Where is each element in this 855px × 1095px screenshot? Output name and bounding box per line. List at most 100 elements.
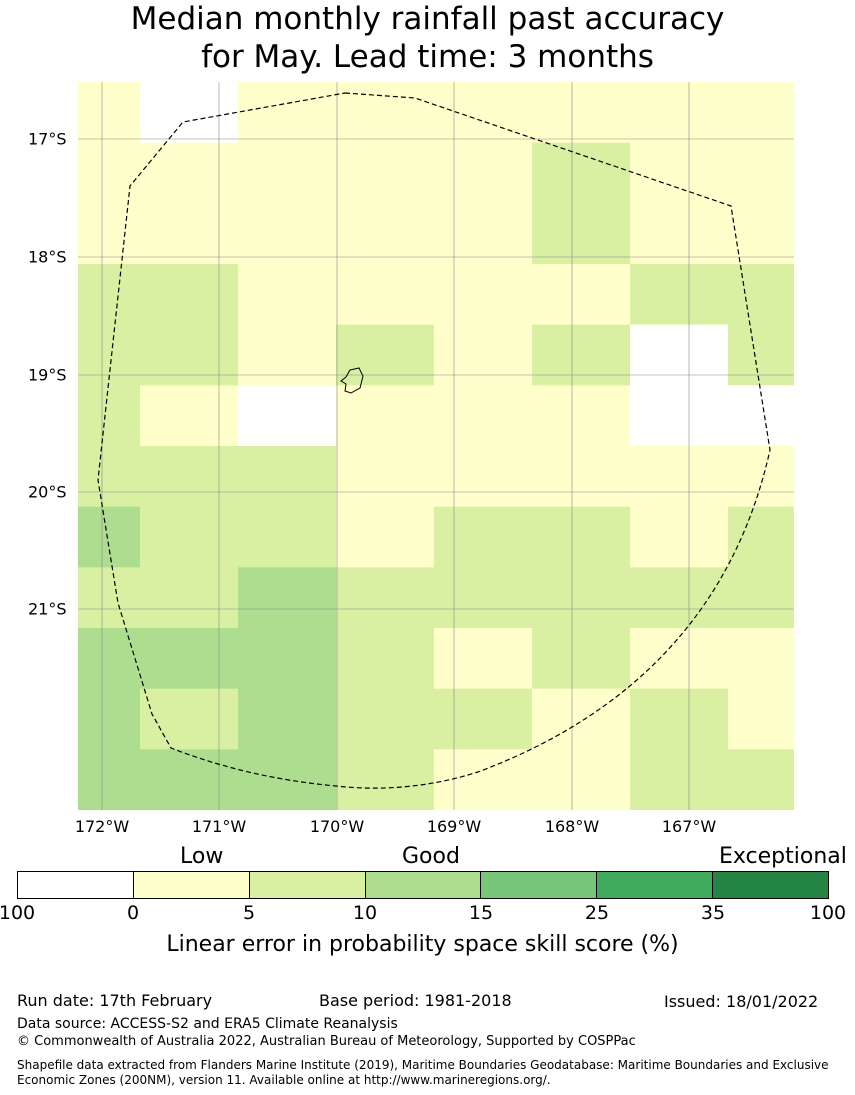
heatmap-cell-r9-c1 <box>140 628 238 690</box>
heatmap-cell-r0-c3 <box>336 82 434 144</box>
heatmap-cell-r4-c1 <box>140 324 238 386</box>
heatmap-cell-r8-c5 <box>532 567 630 629</box>
y-tick-19s: 19°S <box>28 365 67 385</box>
heatmap-cell-r2-c7 <box>728 203 794 265</box>
heatmap-cell-r7-c4 <box>434 506 532 568</box>
heatmap-cell-r9-c5 <box>532 628 630 690</box>
colorbar-category-good: Good <box>402 844 460 869</box>
heatmap-cell-r11-c4 <box>434 749 532 810</box>
heatmap-cell-r3-c5 <box>532 264 630 326</box>
run-date: Run date: 17th February <box>17 991 213 1010</box>
heatmap-cell-r0-c7 <box>728 82 794 144</box>
heatmap-cell-r1-c1 <box>140 142 238 204</box>
island-outline <box>340 367 364 394</box>
heatmap-cell-r3-c2 <box>238 264 336 326</box>
colorbar-swatch-3 <box>365 872 482 898</box>
heatmap-cell-r10-c0 <box>78 688 140 750</box>
heatmap-cell-r0-c4 <box>434 82 532 144</box>
heatmap-cell-r10-c6 <box>630 688 728 750</box>
heatmap-cell-r4-c7 <box>728 324 794 386</box>
heatmap-cell-r8-c4 <box>434 567 532 629</box>
heatmap-cell-r6-c7 <box>728 446 794 508</box>
heatmap-cell-r11-c3 <box>336 749 434 810</box>
colorbar-swatch-0 <box>18 872 134 898</box>
heatmap-cell-r0-c5 <box>532 82 630 144</box>
heatmap-cell-r1-c0 <box>78 142 140 204</box>
heatmap-cell-r2-c0 <box>78 203 140 265</box>
heatmap-cell-r6-c1 <box>140 446 238 508</box>
heatmap-cell-r10-c2 <box>238 688 336 750</box>
data-source: Data source: ACCESS-S2 and ERA5 Climate … <box>17 1016 398 1032</box>
y-tick-18s: 18°S <box>28 247 67 267</box>
colorbar-swatch-1 <box>133 872 250 898</box>
x-tick-167w: 167°W <box>661 817 717 836</box>
x-tick-170w: 170°W <box>309 817 365 836</box>
skill-map <box>78 82 794 810</box>
heatmap-cell-r0-c0 <box>78 82 140 144</box>
heatmap-cell-r9-c4 <box>434 628 532 690</box>
y-tick-20s: 20°S <box>28 482 67 502</box>
heatmap-cell-r5-c6 <box>630 385 728 447</box>
heatmap-cell-r11-c5 <box>532 749 630 810</box>
x-tick-171w: 171°W <box>191 817 247 836</box>
heatmap-cell-r3-c4 <box>434 264 532 326</box>
colorbar-tick-2: 5 <box>242 902 256 924</box>
heatmap-cell-r11-c1 <box>140 749 238 810</box>
colorbar-tick-7: 100 <box>809 902 847 924</box>
x-tick-172w: 172°W <box>74 817 130 836</box>
colorbar-tick-5: 25 <box>584 902 610 924</box>
colorbar-tick-6: 35 <box>700 902 726 924</box>
heatmap-cell-r6-c0 <box>78 446 140 508</box>
x-tick-168w: 168°W <box>544 817 600 836</box>
heatmap-cell-r11-c6 <box>630 749 728 810</box>
heatmap-cell-r6-c6 <box>630 446 728 508</box>
title-line-2: for May. Lead time: 3 months <box>201 39 654 75</box>
heatmap-cell-r0-c2 <box>238 82 336 144</box>
colorbar-tick-4: 15 <box>468 902 494 924</box>
heatmap-cell-r7-c2 <box>238 506 336 568</box>
colorbar-swatch-4 <box>481 872 598 898</box>
colorbar-category-low: Low <box>180 844 224 869</box>
heatmap-cell-r9-c6 <box>630 628 728 690</box>
heatmap-cell-r5-c1 <box>140 385 238 447</box>
heatmap-cell-r5-c5 <box>532 385 630 447</box>
heatmap-cell-r8-c6 <box>630 567 728 629</box>
heatmap-cell-r9-c7 <box>728 628 794 690</box>
heatmap-cell-r7-c1 <box>140 506 238 568</box>
heatmap-cell-r0-c1 <box>140 82 238 144</box>
heatmap-cell-r8-c1 <box>140 567 238 629</box>
colorbar <box>17 871 829 899</box>
colorbar-swatch-5 <box>597 872 714 898</box>
x-tick-169w: 169°W <box>426 817 482 836</box>
heatmap-cell-r7-c7 <box>728 506 794 568</box>
heatmap-cell-r5-c0 <box>78 385 140 447</box>
heatmap-cell-r10-c4 <box>434 688 532 750</box>
heatmap-cell-r7-c3 <box>336 506 434 568</box>
heatmap-cell-r2-c1 <box>140 203 238 265</box>
heatmap-cell-r3-c3 <box>336 264 434 326</box>
heatmap-cell-r7-c6 <box>630 506 728 568</box>
heatmap-cell-r6-c3 <box>336 446 434 508</box>
heatmap-cell-r10-c3 <box>336 688 434 750</box>
issued-date: Issued: 18/01/2022 <box>664 992 819 1011</box>
chart-title: Median monthly rainfall past accuracy fo… <box>0 0 855 76</box>
colorbar-tick-0: 100 <box>0 902 36 924</box>
heatmap-cell-r10-c1 <box>140 688 238 750</box>
heatmap-cell-r6-c2 <box>238 446 336 508</box>
heatmap-cell-r5-c3 <box>336 385 434 447</box>
heatmap-cell-r6-c4 <box>434 446 532 508</box>
colorbar-label: Linear error in probability space skill … <box>166 932 679 957</box>
colorbar-tick-1: 0 <box>126 902 140 924</box>
heatmap-cell-r10-c5 <box>532 688 630 750</box>
heatmap-cell-r8-c0 <box>78 567 140 629</box>
colorbar-swatch-2 <box>249 872 366 898</box>
heatmap-cell-r9-c0 <box>78 628 140 690</box>
heatmap-cell-r4-c4 <box>434 324 532 386</box>
base-period: Base period: 1981-2018 <box>319 991 512 1010</box>
heatmap-cell-r5-c4 <box>434 385 532 447</box>
shapefile-credit: Shapefile data extracted from Flanders M… <box>17 1058 829 1087</box>
heatmap-cell-r2-c6 <box>630 203 728 265</box>
colorbar-swatch-6 <box>713 872 829 898</box>
heatmap-cell-r3-c6 <box>630 264 728 326</box>
heatmap-cells <box>78 82 794 810</box>
